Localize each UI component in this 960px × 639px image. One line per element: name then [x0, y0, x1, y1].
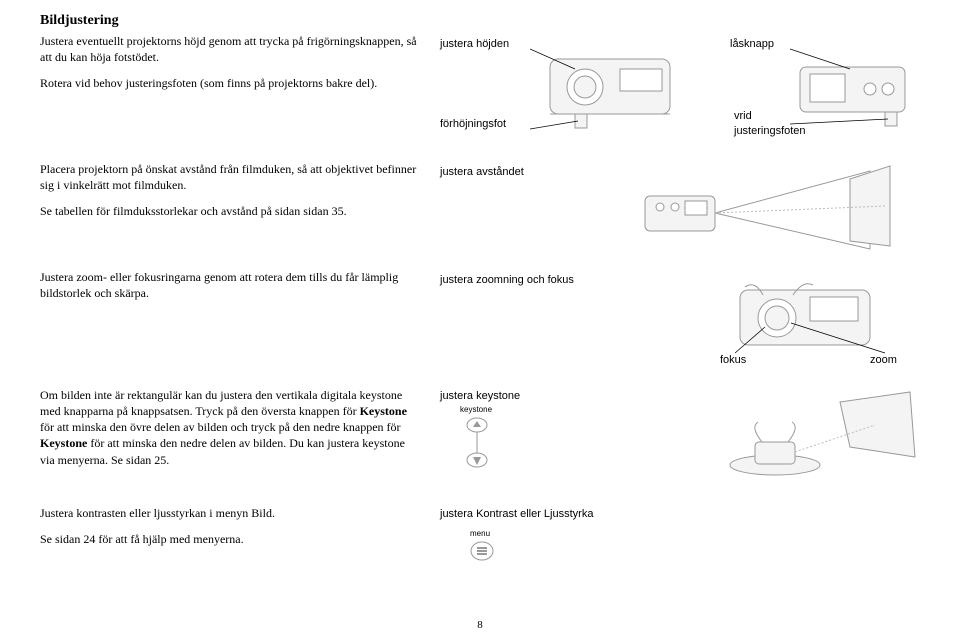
label-lock-button: låsknapp [730, 37, 774, 52]
p-distance-2: Se tabellen för filmduksstorlekar och av… [40, 203, 420, 219]
section-contrast-illus: justera Kontrast eller Ljusstyrka menu [440, 505, 920, 565]
section-zoom-illus: justera zoomning och fokus fokus zoom [440, 269, 920, 369]
section-keystone-illus: justera keystone keystone [440, 387, 920, 487]
section-distance-illus: justera avståndet [440, 161, 920, 251]
keystone-diagram-icon [700, 387, 920, 482]
label-elevator-foot: förhöjningsfot [440, 117, 506, 132]
zoom-projector-icon [715, 275, 905, 355]
menu-button-icon [470, 539, 494, 563]
p-keystone-1: Om bilden inte är rektangulär kan du jus… [40, 387, 420, 468]
section-distance-text: Placera projektorn på önskat avstånd frå… [40, 161, 440, 251]
projector-front-icon [530, 39, 700, 139]
section-height: Justera eventuellt projektorns höjd geno… [40, 33, 920, 143]
section-height-illus: justera höjden låsknapp förhöjningsfot v… [440, 33, 920, 143]
label-adjust-keystone: justera keystone [440, 389, 520, 404]
section-zoom-text: Justera zoom- eller fokusringarna genom … [40, 269, 440, 369]
projector-rear-icon [790, 39, 920, 139]
p-height-2: Rotera vid behov justeringsfoten (som fi… [40, 75, 420, 91]
p-height-1: Justera eventuellt projektorns höjd geno… [40, 33, 420, 65]
p-contrast-2: Se sidan 24 för att få hjälp med menyern… [40, 531, 420, 547]
p-contrast-1: Justera kontrasten eller ljusstyrkan i m… [40, 505, 420, 521]
section-distance: Placera projektorn på önskat avstånd frå… [40, 161, 920, 251]
label-adjust-distance: justera avståndet [440, 165, 524, 180]
section-height-text: Justera eventuellt projektorns höjd geno… [40, 33, 440, 143]
p-distance-1: Placera projektorn på önskat avstånd frå… [40, 161, 420, 193]
section-keystone: Om bilden inte är rektangulär kan du jus… [40, 387, 920, 487]
label-zoom: zoom [870, 353, 897, 368]
p-keystone-1e: för att minska den nedre delen av bilden… [40, 436, 405, 466]
section-contrast-text: Justera kontrasten eller ljusstyrkan i m… [40, 505, 440, 565]
p-keystone-bold1: Keystone [360, 404, 407, 418]
p-keystone-bold2: Keystone [40, 436, 87, 450]
p-keystone-1a: Om bilden inte är rektangulär kan du jus… [40, 388, 402, 418]
label-zoom-focus: justera zoomning och fokus [440, 273, 574, 288]
page-heading: Bildjustering [40, 12, 920, 31]
page-number: 8 [477, 618, 483, 633]
p-zoom-1: Justera zoom- eller fokusringarna genom … [40, 269, 420, 301]
section-keystone-text: Om bilden inte är rektangulär kan du jus… [40, 387, 440, 487]
section-zoom: Justera zoom- eller fokusringarna genom … [40, 269, 920, 369]
label-adjust-height: justera höjden [440, 37, 509, 52]
label-focus: fokus [720, 353, 746, 368]
keystone-buttons-icon [462, 415, 492, 475]
distance-diagram-icon [640, 161, 900, 251]
label-contrast: justera Kontrast eller Ljusstyrka [440, 507, 593, 522]
p-keystone-1c: för att minska den övre delen av bilden … [40, 420, 401, 434]
section-contrast: Justera kontrasten eller ljusstyrkan i m… [40, 505, 920, 565]
